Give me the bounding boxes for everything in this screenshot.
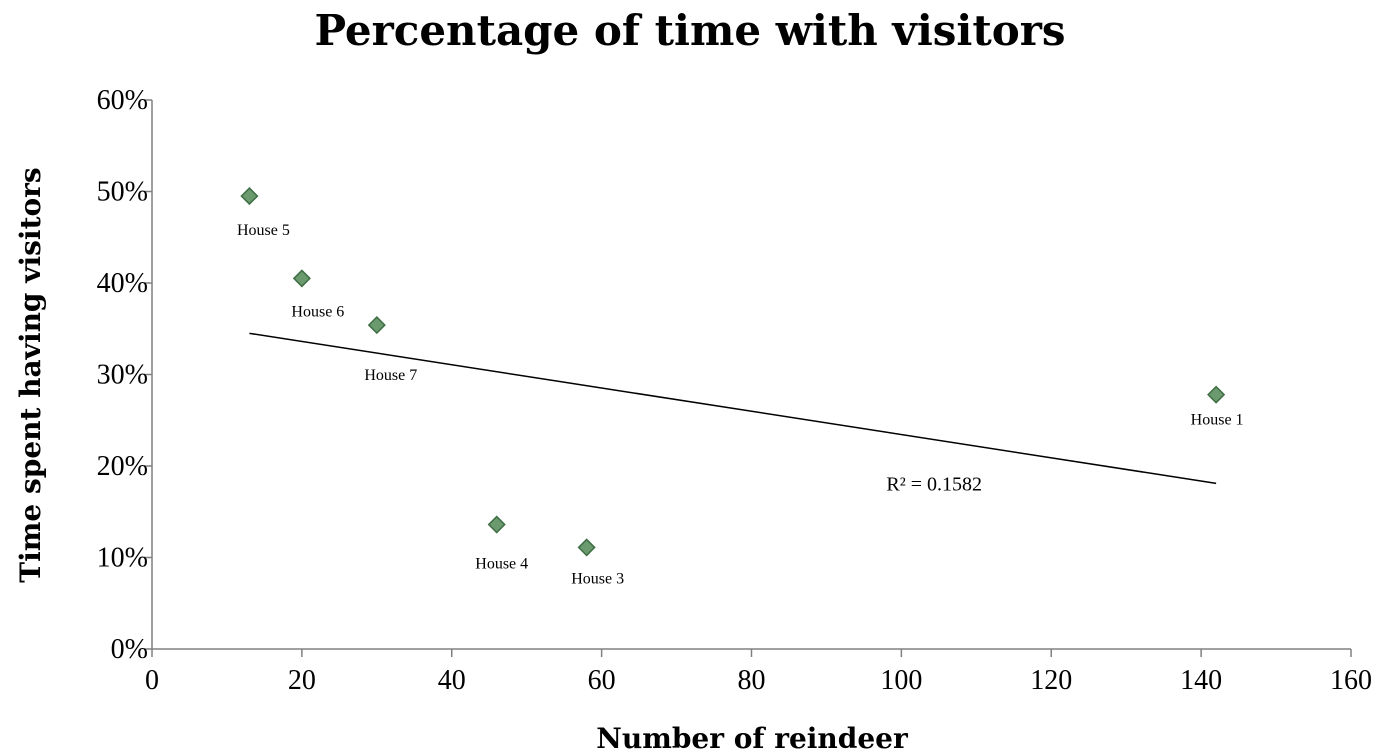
data-point (240, 187, 259, 206)
trendline-group: R² = 0.1582 (249, 332, 1217, 496)
x-tick-label: 160 (1330, 665, 1372, 696)
x-tick-label: 60 (588, 665, 616, 696)
x-tick-label: 80 (738, 665, 766, 696)
point-label: House 7 (364, 367, 417, 384)
x-axis-title: Number of reindeer (596, 722, 909, 753)
x-tick-label: 0 (145, 665, 159, 696)
point-label: House 6 (291, 303, 344, 320)
point-labels: House 5 House 6 House 7 House 4 House 3 House… (237, 222, 1244, 587)
data-point (487, 515, 506, 534)
point-label: House 3 (571, 570, 624, 587)
y-tick-label: 20% (97, 451, 148, 482)
x-tick-label: 100 (880, 665, 922, 696)
data-points (240, 187, 1226, 557)
data-point (367, 316, 386, 335)
y-tick-label: 0% (111, 634, 148, 665)
data-point (1207, 385, 1226, 404)
y-tick-label: 40% (97, 268, 148, 299)
trendline (249, 332, 1217, 485)
x-tick-label: 40 (438, 665, 466, 696)
y-tick-label: 10% (97, 543, 148, 574)
y-axis-title: Time spent having visitors (14, 167, 47, 582)
chart-title: Percentage of time with visitors (314, 6, 1065, 55)
y-tick-label: 50% (97, 177, 148, 208)
y-tick-label: 60% (97, 85, 148, 116)
r-squared-label: R² = 0.1582 (886, 474, 982, 496)
y-tick-label: 30% (97, 360, 148, 391)
x-tick-label: 140 (1180, 665, 1222, 696)
axes: 0% 10% 20% 30% 40% 50% 60% 0 20 40 60 80 100 120 140 16… (97, 85, 1372, 696)
data-point (292, 269, 311, 288)
point-label: House 4 (475, 556, 528, 573)
point-label: House 5 (237, 222, 290, 239)
x-tick-label: 20 (288, 665, 316, 696)
x-tick-label: 120 (1030, 665, 1072, 696)
data-point (577, 538, 596, 557)
point-label: House 1 (1191, 412, 1244, 429)
